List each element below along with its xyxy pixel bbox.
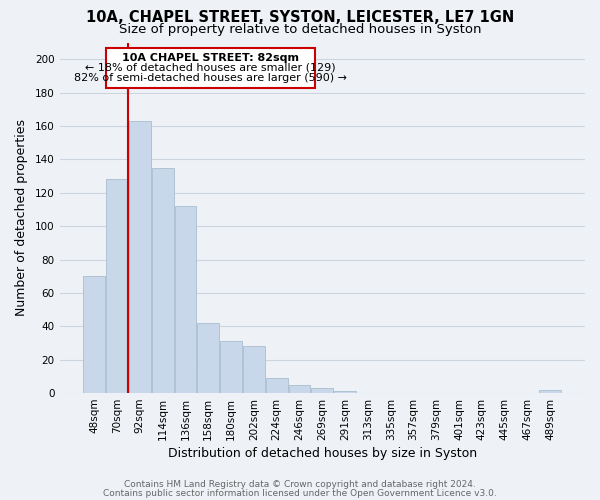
Bar — [197, 323, 219, 393]
Bar — [83, 276, 105, 393]
Text: Contains HM Land Registry data © Crown copyright and database right 2024.: Contains HM Land Registry data © Crown c… — [124, 480, 476, 489]
Bar — [266, 378, 287, 393]
Text: 10A CHAPEL STREET: 82sqm: 10A CHAPEL STREET: 82sqm — [122, 52, 299, 62]
Text: Size of property relative to detached houses in Syston: Size of property relative to detached ho… — [119, 22, 481, 36]
Bar — [106, 180, 128, 393]
Bar — [311, 388, 333, 393]
Bar — [243, 346, 265, 393]
Bar — [334, 392, 356, 393]
Text: 10A, CHAPEL STREET, SYSTON, LEICESTER, LE7 1GN: 10A, CHAPEL STREET, SYSTON, LEICESTER, L… — [86, 10, 514, 25]
Bar — [539, 390, 561, 393]
Y-axis label: Number of detached properties: Number of detached properties — [15, 120, 28, 316]
Bar — [129, 121, 151, 393]
Text: ← 18% of detached houses are smaller (129): ← 18% of detached houses are smaller (12… — [85, 62, 336, 72]
Text: Contains public sector information licensed under the Open Government Licence v3: Contains public sector information licen… — [103, 488, 497, 498]
Text: 82% of semi-detached houses are larger (590) →: 82% of semi-detached houses are larger (… — [74, 72, 347, 83]
Bar — [175, 206, 196, 393]
FancyBboxPatch shape — [106, 48, 316, 88]
X-axis label: Distribution of detached houses by size in Syston: Distribution of detached houses by size … — [168, 447, 477, 460]
Bar — [220, 342, 242, 393]
Bar — [289, 384, 310, 393]
Bar — [152, 168, 173, 393]
